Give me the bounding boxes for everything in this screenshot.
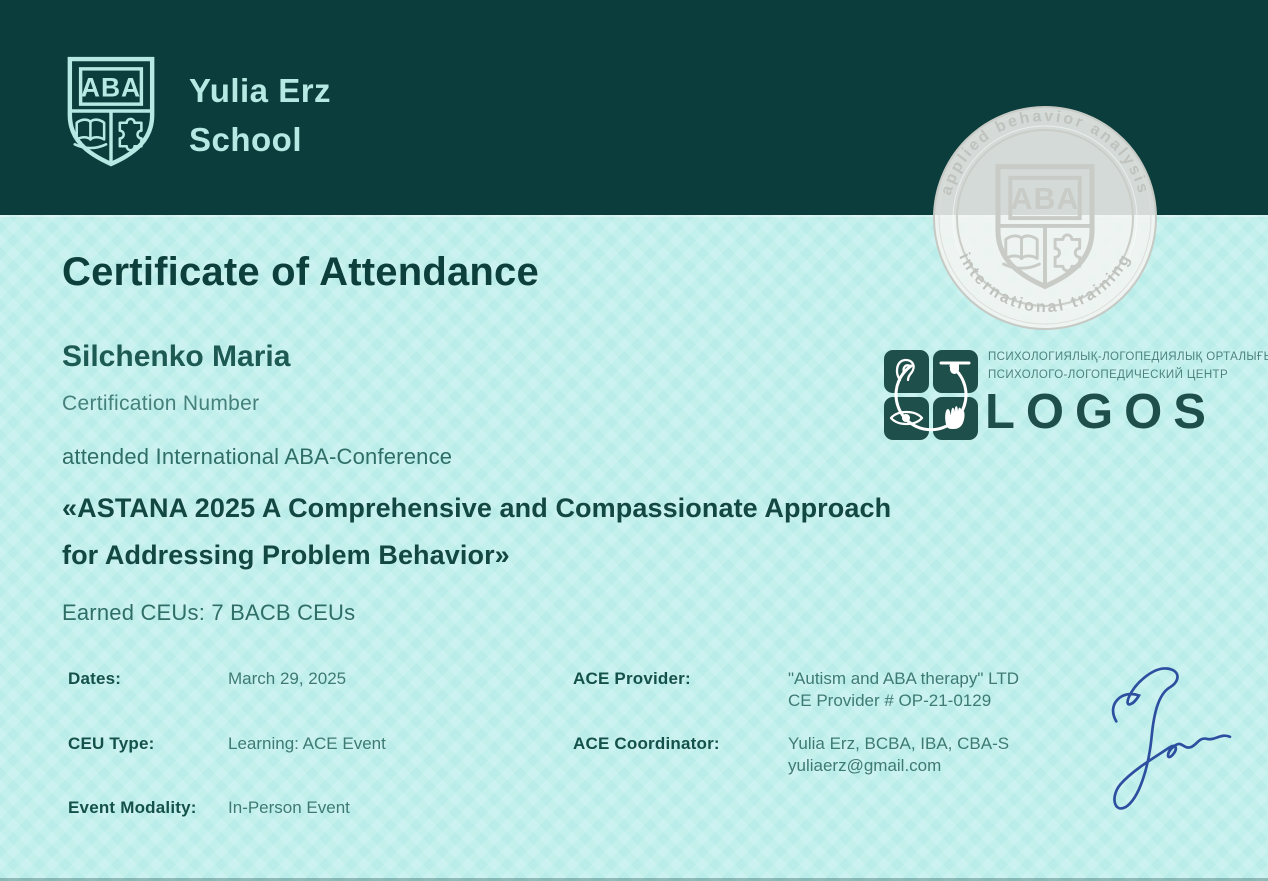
school-logo-shield-icon [62, 52, 160, 170]
ace-coordinator-line2: yuliaerz@gmail.com [788, 756, 942, 775]
conference-title-line1: «ASTANA 2025 A Comprehensive and Compass… [62, 493, 892, 523]
event-modality-label: Event Modality: [68, 798, 197, 817]
ceu-type-value: Learning: ACE Event [228, 734, 386, 753]
seal-shield-icon [998, 167, 1092, 287]
detail-row-event-modality: Event Modality: In-Person Event [68, 797, 350, 819]
detail-row-dates: Dates: March 29, 2025 [68, 668, 346, 690]
dates-label: Dates: [68, 669, 122, 688]
signature-icon [1111, 667, 1232, 810]
conference-title: «ASTANA 2025 A Comprehensive and Compass… [62, 485, 891, 579]
logos-name-kazakh: ПСИХОЛОГИЯЛЫҚ-ЛОГОПЕДИЯЛЫҚ ОРТАЛЫҒЫ [988, 351, 1268, 363]
ace-coordinator-label: ACE Coordinator: [573, 734, 720, 753]
ace-provider-line1: "Autism and ABA therapy" LTD [788, 669, 1019, 688]
bottom-edge-divider [0, 878, 1268, 881]
earned-ceus: Earned CEUs: 7 BACB CEUs [62, 600, 356, 625]
logos-center-names: ПСИХОЛОГИЯЛЫҚ-ЛОГОПЕДИЯЛЫҚ ОРТАЛЫҒЫ ПСИХ… [988, 349, 1268, 384]
ace-provider-label: ACE Provider: [573, 669, 691, 688]
detail-row-ceu-type: CEU Type: Learning: ACE Event [68, 733, 386, 755]
school-name-line2: School [189, 121, 303, 158]
school-name-line1: Yulia Erz [189, 72, 332, 109]
dates-value: March 29, 2025 [228, 669, 347, 688]
swirl-stroke-icon [894, 364, 968, 432]
certificate-title: Certificate of Attendance [62, 250, 539, 294]
ace-provider-line2: CE Provider # OP-21-0129 [788, 691, 992, 710]
ace-provider-value: "Autism and ABA therapy" LTD CE Provider… [788, 668, 1019, 712]
detail-row-ace-coordinator: ACE Coordinator: Yulia Erz, BCBA, IBA, C… [573, 733, 1009, 777]
recipient-name: Silchenko Maria [62, 340, 291, 373]
conference-title-line2: for Addressing Problem Behavior» [62, 540, 510, 570]
ceu-type-label: CEU Type: [68, 734, 155, 753]
certification-number-label: Certification Number [62, 392, 260, 415]
logos-brand-text: LOGOS [985, 385, 1217, 439]
logos-name-russian: ПСИХОЛОГО-ЛОГОПЕДИЧЕСКИЙ ЦЕНТР [988, 368, 1229, 381]
aba-seal-stamp-icon: applied behavior analysis international … [933, 106, 1157, 330]
event-modality-value: In-Person Event [228, 798, 350, 817]
ace-coordinator-line1: Yulia Erz, BCBA, IBA, CBA-S [788, 734, 1010, 753]
detail-row-ace-provider: ACE Provider: "Autism and ABA therapy" L… [573, 668, 1019, 712]
school-name: Yulia Erz School [189, 66, 331, 164]
logos-logo-grid [884, 350, 978, 440]
attended-line: attended International ABA-Conference [62, 444, 453, 469]
ace-coordinator-value: Yulia Erz, BCBA, IBA, CBA-S yuliaerz@gma… [788, 733, 1009, 777]
